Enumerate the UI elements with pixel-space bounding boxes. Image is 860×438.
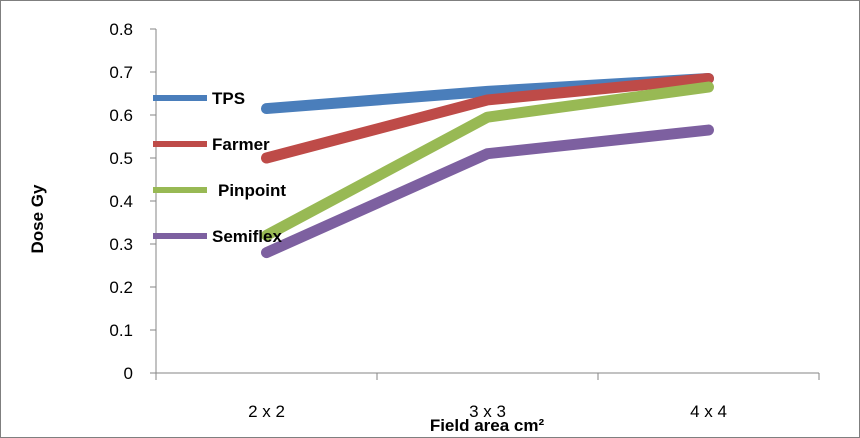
axes: [155, 29, 819, 374]
x-ticks: 2 x 2 3 x 3 4 x 4: [155, 373, 820, 421]
series-line-semiflex: [261, 124, 714, 259]
series-line-pinpoint: [261, 81, 714, 241]
y-tick-label: 0.8: [109, 20, 133, 39]
y-axis-title: Dose Gy: [28, 184, 47, 254]
x-tick-label: 3 x 3: [469, 402, 506, 421]
y-tick-label: 0: [124, 364, 133, 383]
y-tick-label: 0.4: [109, 192, 133, 211]
x-axis-title: Field area cm²: [430, 416, 545, 435]
legend: TPS Farmer Pinpoint Semiflex: [153, 89, 286, 246]
x-tick-label: 2 x 2: [248, 402, 285, 421]
y-tick-label: 0.2: [109, 278, 133, 297]
series-lines: [261, 72, 714, 259]
legend-label-pinpoint: Pinpoint: [218, 181, 286, 200]
y-tick-label: 0.5: [109, 149, 133, 168]
y-ticks: 0 0.1 0.2 0.3 0.4 0.5 0.6 0.7 0.8: [109, 20, 156, 383]
series-line-farmer: [261, 72, 714, 164]
x-tick-label: 4 x 4: [690, 402, 727, 421]
legend-label-semiflex: Semiflex: [212, 227, 282, 246]
y-tick-label: 0.1: [109, 321, 133, 340]
legend-label-tps: TPS: [212, 89, 245, 108]
legend-label-farmer: Farmer: [212, 135, 270, 154]
y-tick-label: 0.3: [109, 235, 133, 254]
y-tick-label: 0.7: [109, 63, 133, 82]
y-tick-label: 0.6: [109, 106, 133, 125]
